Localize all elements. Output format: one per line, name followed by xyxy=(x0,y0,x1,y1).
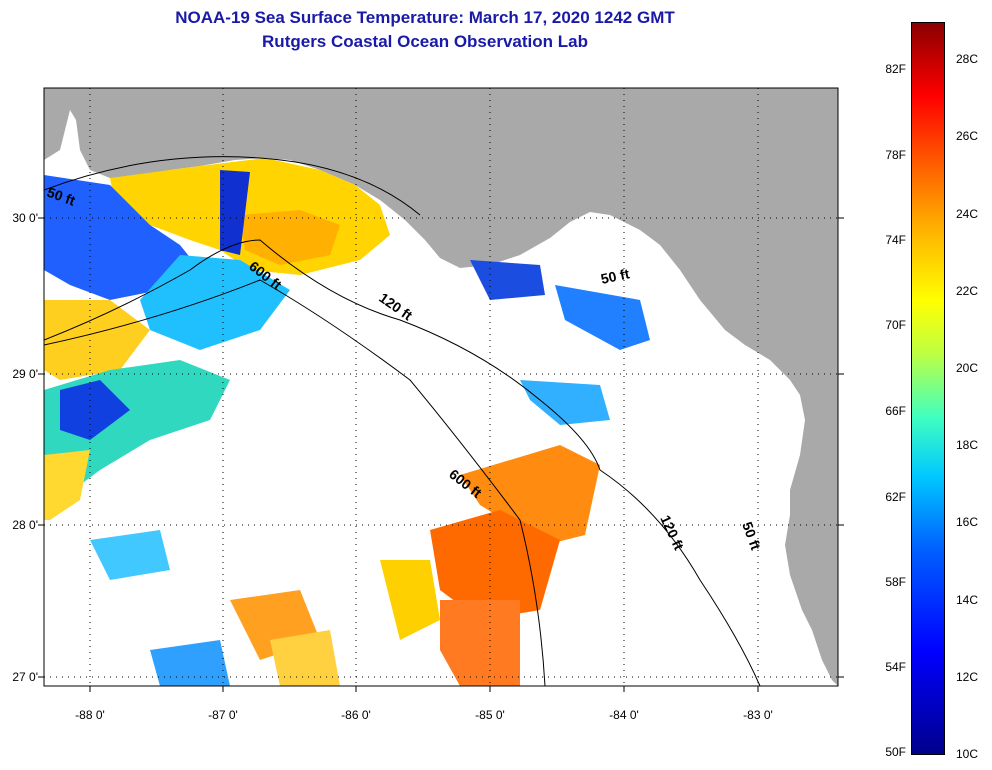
colorbar-label-f: 78F xyxy=(885,148,906,162)
colorbar-label-f: 70F xyxy=(885,318,906,332)
colorbar-label-c: 18C xyxy=(956,438,979,452)
colorbar-label-c: 24C xyxy=(956,207,979,221)
colorbar-label-f: 58F xyxy=(885,575,906,589)
colorbar-label-f: 62F xyxy=(885,490,906,504)
colorbar-label-c: 28C xyxy=(956,52,979,66)
colorbar-label-c: 10C xyxy=(956,747,979,761)
colorbar-label-c: 22C xyxy=(956,284,979,298)
colorbar-label-c: 14C xyxy=(956,593,979,607)
lon-label: -86 0' xyxy=(341,708,371,722)
lon-label: -88 0' xyxy=(75,708,105,722)
lat-label: 30 0' xyxy=(12,211,38,225)
lon-label: -84 0' xyxy=(609,708,639,722)
land-mass xyxy=(44,88,838,686)
lat-label: 29 0' xyxy=(12,367,38,381)
plot-frame xyxy=(43,87,839,687)
colorbar-label-f: 50F xyxy=(885,745,906,759)
temperature-colorbar xyxy=(911,22,945,755)
lat-label: 28 0' xyxy=(12,518,38,532)
colorbar-label-c: 12C xyxy=(956,670,979,684)
map-title: NOAA-19 Sea Surface Temperature: March 1… xyxy=(175,8,675,27)
lon-label: -85 0' xyxy=(475,708,505,722)
lat-label: 27 0' xyxy=(12,670,38,684)
sst-data-patches xyxy=(44,158,650,686)
lon-label: -87 0' xyxy=(208,708,238,722)
colorbar-label-f: 66F xyxy=(885,404,906,418)
colorbar-label-f: 54F xyxy=(885,660,906,674)
graticule xyxy=(44,88,838,686)
contour-label: 50 ft xyxy=(599,265,631,287)
colorbar-label-c: 26C xyxy=(956,129,979,143)
colorbar-label-f: 74F xyxy=(885,233,906,247)
bathymetry-contours xyxy=(44,156,761,686)
colorbar-label-f: 82F xyxy=(885,62,906,76)
lon-label: -83 0' xyxy=(743,708,773,722)
colorbar-label-c: 16C xyxy=(956,515,979,529)
axis-ticks xyxy=(38,217,844,692)
map-subtitle: Rutgers Coastal Ocean Observation Lab xyxy=(262,32,588,51)
colorbar-label-c: 20C xyxy=(956,361,979,375)
